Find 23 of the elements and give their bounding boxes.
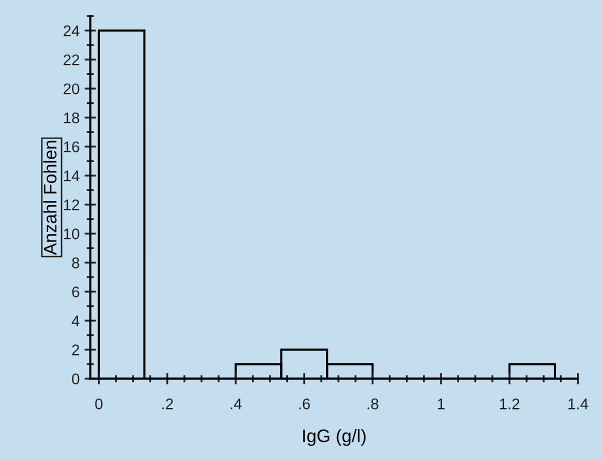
y-tick-label: 4 — [72, 316, 80, 326]
y-tick-label: 22 — [64, 54, 80, 66]
y-axis-title: Anzahl Fohlen — [43, 140, 57, 256]
x-tick-label: .4 — [230, 398, 242, 410]
y-tick-label: 20 — [64, 83, 80, 94]
y-tick-label: 10 — [64, 228, 80, 240]
y-tick-label: 6 — [72, 286, 80, 298]
y-tick-label: 0 — [72, 374, 80, 384]
x-tick-label: .2 — [162, 398, 173, 410]
x-tick-label: 1.4 — [568, 398, 588, 410]
y-tick-label: 16 — [64, 141, 80, 152]
y-tick-label: 14 — [64, 170, 80, 182]
x-axis-title: IgG (g/l) — [303, 429, 366, 446]
y-tick-label: 12 — [64, 199, 80, 210]
x-tick-label: 1 — [438, 398, 445, 410]
x-tick-label: .6 — [299, 398, 310, 410]
y-tick-label: 2 — [72, 344, 80, 356]
y-tick-label: 24 — [64, 25, 80, 36]
x-tick-label: .8 — [368, 398, 378, 410]
y-tick-label: 8 — [72, 258, 80, 268]
x-tick-label: 0 — [95, 398, 103, 410]
y-tick-label: 18 — [64, 112, 80, 124]
x-tick-label: 1.2 — [500, 398, 520, 410]
